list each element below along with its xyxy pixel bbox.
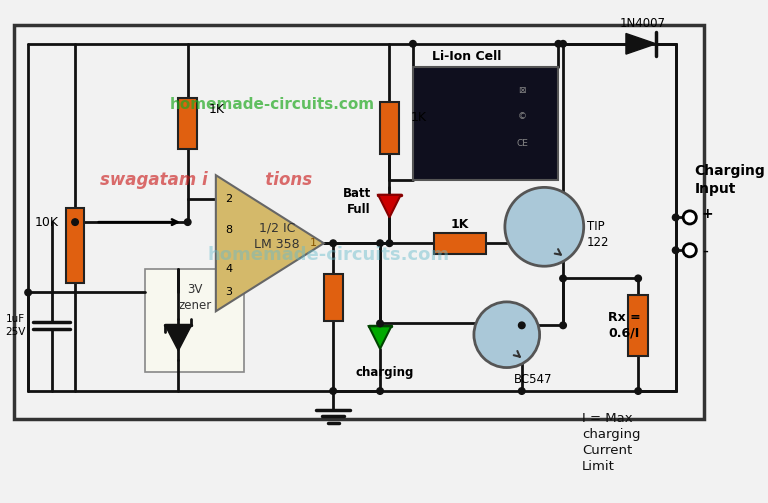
Text: homemade-circuits.com: homemade-circuits.com (207, 246, 449, 264)
Polygon shape (165, 325, 191, 351)
Bar (14, 25, 703, 419)
Circle shape (377, 320, 383, 327)
Text: 1uF
25V: 1uF 25V (5, 314, 25, 337)
Text: 10K: 10K (35, 216, 58, 228)
Circle shape (25, 289, 31, 296)
Bar (434, 233, 485, 254)
Text: swagatam i          tions: swagatam i tions (101, 171, 313, 189)
Bar (145, 269, 244, 372)
Text: +: + (702, 207, 713, 221)
Text: I = Max
charging
Current
Limit: I = Max charging Current Limit (582, 412, 641, 473)
Text: 1N4007: 1N4007 (620, 17, 666, 30)
Bar (66, 208, 84, 283)
Circle shape (505, 188, 584, 266)
Circle shape (409, 41, 416, 47)
Circle shape (518, 322, 525, 328)
Circle shape (474, 302, 540, 368)
Bar (380, 103, 399, 154)
Text: Charging
Input: Charging Input (694, 164, 765, 196)
Circle shape (184, 219, 191, 225)
Circle shape (673, 214, 679, 221)
Text: Rx =
0.6/I: Rx = 0.6/I (608, 311, 641, 340)
Text: 1K: 1K (451, 218, 469, 231)
Bar (413, 67, 558, 180)
Text: Batt
Full: Batt Full (343, 187, 371, 216)
Text: charging: charging (356, 366, 414, 379)
Circle shape (635, 388, 641, 394)
Text: ⊠: ⊠ (518, 86, 526, 95)
Text: -: - (702, 241, 708, 259)
Text: 1: 1 (310, 238, 317, 248)
Text: homemade-circuits.com: homemade-circuits.com (170, 97, 375, 112)
Circle shape (377, 240, 383, 246)
Circle shape (635, 275, 641, 282)
Polygon shape (369, 326, 392, 349)
Circle shape (684, 211, 697, 224)
Text: 1/2 IC
LM 358: 1/2 IC LM 358 (254, 222, 300, 250)
Bar (627, 295, 648, 356)
Text: 2: 2 (225, 194, 233, 204)
Text: CE: CE (516, 139, 528, 148)
Circle shape (518, 388, 525, 394)
Text: TIP
122: TIP 122 (587, 220, 609, 249)
Text: Li-Ion Cell: Li-Ion Cell (432, 49, 502, 62)
Polygon shape (378, 195, 401, 217)
Circle shape (377, 388, 383, 394)
Polygon shape (216, 175, 324, 311)
Text: 1K: 1K (208, 103, 224, 116)
Text: 4: 4 (225, 264, 233, 274)
Text: 3: 3 (225, 288, 232, 297)
Polygon shape (626, 34, 656, 54)
Circle shape (71, 219, 78, 225)
Text: ©: © (518, 113, 527, 122)
Circle shape (555, 41, 561, 47)
Text: BC547: BC547 (514, 373, 552, 386)
Text: 1K: 1K (411, 111, 427, 124)
Circle shape (386, 240, 392, 246)
Bar (324, 274, 343, 320)
Text: 8: 8 (225, 225, 233, 234)
Bar (178, 98, 197, 149)
Circle shape (684, 243, 697, 257)
Circle shape (673, 247, 679, 254)
Circle shape (560, 275, 566, 282)
Circle shape (330, 388, 336, 394)
Circle shape (560, 322, 566, 328)
Circle shape (560, 41, 566, 47)
Text: 3V
zener: 3V zener (178, 283, 211, 312)
Circle shape (330, 240, 336, 246)
